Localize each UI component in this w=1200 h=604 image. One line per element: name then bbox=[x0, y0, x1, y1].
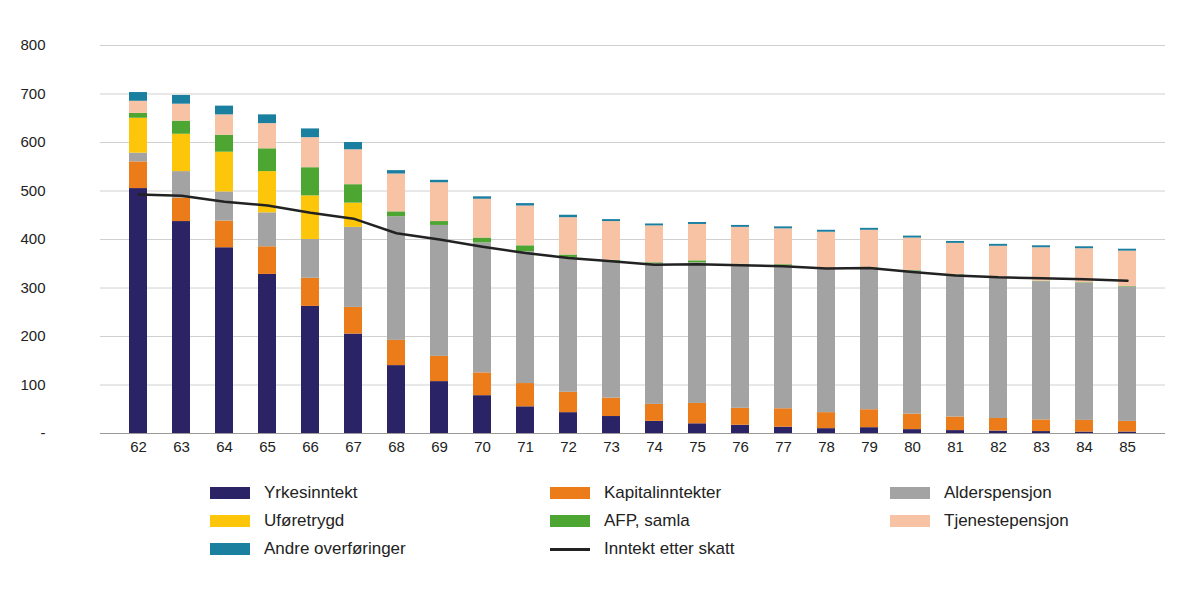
svg-text:73: 73 bbox=[603, 438, 620, 455]
svg-text:81: 81 bbox=[947, 438, 964, 455]
svg-text:85: 85 bbox=[1119, 438, 1136, 455]
svg-text:63: 63 bbox=[173, 438, 190, 455]
html-text:Andre overføringer: Andre overføringer bbox=[264, 539, 406, 558]
html-text:AFP, samla: AFP, samla bbox=[604, 511, 690, 530]
svg-text:67: 67 bbox=[345, 438, 362, 455]
svg-text:68: 68 bbox=[388, 438, 405, 455]
svg-text:82: 82 bbox=[990, 438, 1007, 455]
svg-text:62: 62 bbox=[130, 438, 147, 455]
svg-text:-: - bbox=[41, 424, 46, 441]
html-text:Yrkesinntekt: Yrkesinntekt bbox=[264, 483, 358, 502]
svg-text:72: 72 bbox=[560, 438, 577, 455]
svg-text:71: 71 bbox=[517, 438, 534, 455]
html-text:Tjenestepensjon: Tjenestepensjon bbox=[944, 511, 1069, 530]
html-text:Alderspensjon: Alderspensjon bbox=[944, 483, 1052, 502]
svg-text:600: 600 bbox=[20, 133, 45, 150]
svg-text:100: 100 bbox=[20, 376, 45, 393]
svg-text:77: 77 bbox=[775, 438, 792, 455]
svg-text:66: 66 bbox=[302, 438, 319, 455]
svg-text:75: 75 bbox=[689, 438, 706, 455]
svg-text:76: 76 bbox=[732, 438, 749, 455]
svg-text:83: 83 bbox=[1033, 438, 1050, 455]
svg-text:64: 64 bbox=[216, 438, 233, 455]
html-text:Kapitalinntekter: Kapitalinntekter bbox=[604, 483, 722, 502]
svg-text:300: 300 bbox=[20, 279, 45, 296]
svg-text:74: 74 bbox=[646, 438, 663, 455]
svg-text:69: 69 bbox=[431, 438, 448, 455]
svg-text:200: 200 bbox=[20, 327, 45, 344]
svg-text:84: 84 bbox=[1076, 438, 1093, 455]
svg-text:700: 700 bbox=[20, 85, 45, 102]
svg-text:400: 400 bbox=[20, 230, 45, 247]
svg-text:500: 500 bbox=[20, 182, 45, 199]
svg-text:65: 65 bbox=[259, 438, 276, 455]
html-text:Uføretrygd: Uføretrygd bbox=[264, 511, 345, 530]
svg-text:79: 79 bbox=[861, 438, 878, 455]
html-text:Inntekt etter skatt: Inntekt etter skatt bbox=[604, 539, 735, 558]
svg-text:80: 80 bbox=[904, 438, 921, 455]
svg-text:78: 78 bbox=[818, 438, 835, 455]
svg-text:70: 70 bbox=[474, 438, 491, 455]
svg-text:800: 800 bbox=[20, 36, 45, 53]
